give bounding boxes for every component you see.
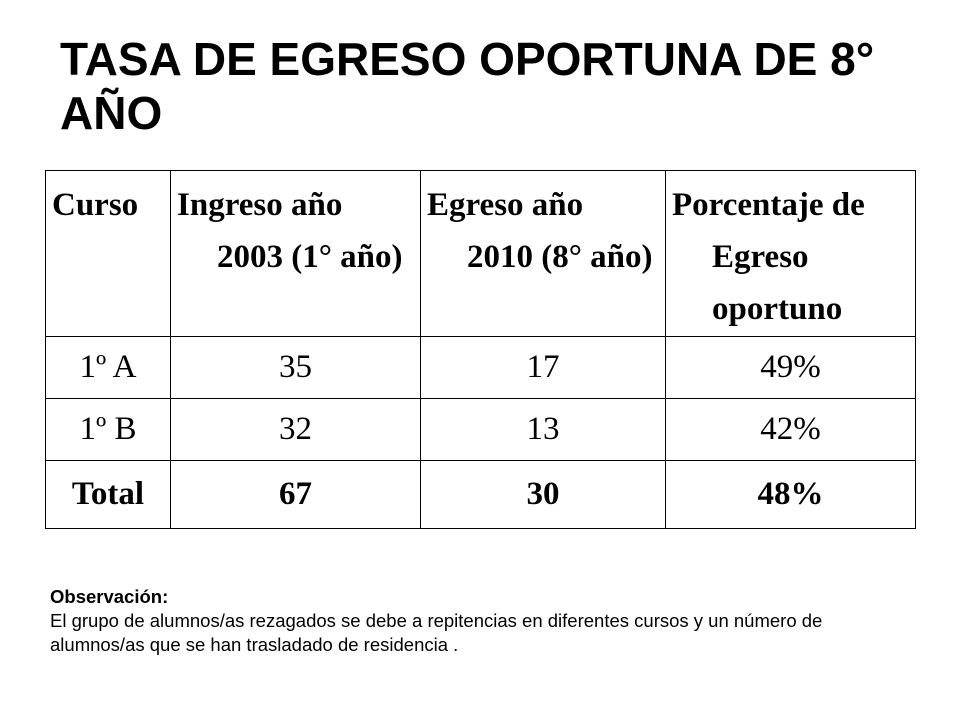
cell: 42% xyxy=(665,398,916,461)
total-cell: Total xyxy=(45,460,171,529)
header-cell: Porcentaje de Egreso oportuno xyxy=(665,170,916,337)
cell: 1º A xyxy=(45,336,171,399)
total-cell: 67 xyxy=(170,460,421,529)
cell: 32 xyxy=(170,398,421,461)
header-cell: Egreso año 2010 (8° año) xyxy=(420,170,666,337)
cell: 49% xyxy=(665,336,916,399)
total-cell: 30 xyxy=(420,460,666,529)
cell: 13 xyxy=(420,398,666,461)
total-cell: 48% xyxy=(665,460,916,529)
note: Observación: El grupo de alumnos/as reza… xyxy=(50,585,910,657)
note-text: El grupo de alumnos/as rezagados se debe… xyxy=(50,610,823,655)
note-label: Observación: xyxy=(50,586,169,607)
cell: 17 xyxy=(420,336,666,399)
row: 1º A 35 17 49% xyxy=(45,336,916,399)
row: 1º B 32 13 42% xyxy=(45,398,916,461)
cell: 35 xyxy=(170,336,421,399)
header-cell: Curso xyxy=(45,170,171,337)
table: Curso Ingreso año 2003 (1° año) Egreso a… xyxy=(45,170,916,529)
cell: 1º B xyxy=(45,398,171,461)
header-cell: Ingreso año 2003 (1° año) xyxy=(170,170,421,337)
title: TASA DE EGRESO OPORTUNA DE 8° AÑO xyxy=(60,33,875,139)
header-row: Curso Ingreso año 2003 (1° año) Egreso a… xyxy=(45,170,916,337)
total-row: Total 67 30 48% xyxy=(45,460,916,529)
